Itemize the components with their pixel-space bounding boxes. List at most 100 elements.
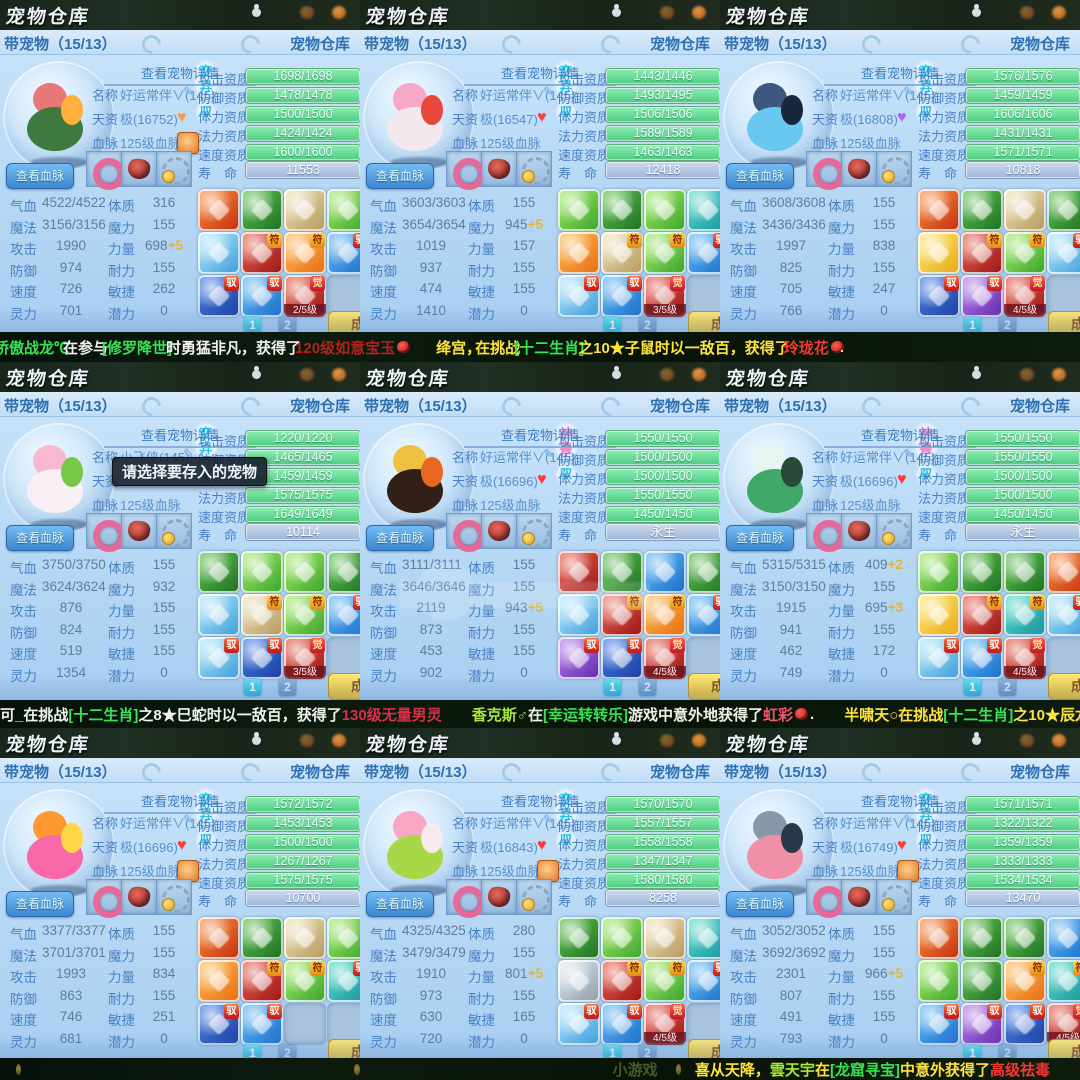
view-bloodline-button[interactable]: 查看血脉 (726, 163, 794, 189)
skill-icon[interactable]: 驭 (241, 637, 283, 679)
store-button[interactable]: 成 (688, 1039, 720, 1058)
skill-icon[interactable] (1004, 917, 1046, 959)
skill-icon[interactable]: 驭 (327, 594, 360, 636)
equipment-slot[interactable] (446, 151, 485, 190)
skill-icon[interactable] (1047, 189, 1080, 231)
page-button-2[interactable]: 2 (999, 317, 1016, 332)
skill-icon[interactable]: 驭 (198, 275, 240, 317)
skill-icon[interactable] (558, 551, 600, 593)
equipment-slot[interactable] (121, 879, 157, 915)
view-pet-details-link[interactable]: 查看宠物详情 (464, 63, 616, 86)
skill-icon[interactable] (918, 594, 960, 636)
page-button-1[interactable]: 1 (604, 1045, 621, 1058)
empty-skill-slot[interactable] (327, 1003, 360, 1045)
store-button[interactable]: 成 (688, 311, 720, 332)
page-button-1[interactable]: 1 (964, 1045, 981, 1058)
skill-icon[interactable] (284, 189, 326, 231)
tab-pet-warehouse[interactable]: 宠物仓库 (289, 36, 350, 53)
view-bloodline-button[interactable]: 查看血脉 (726, 891, 794, 917)
empty-skill-slot[interactable] (687, 275, 720, 317)
skill-icon[interactable]: 驭 (1047, 232, 1080, 274)
skill-icon[interactable] (198, 232, 240, 274)
skill-icon[interactable]: 驭 (1047, 594, 1080, 636)
skill-icon[interactable]: 觉 4/5级 (1004, 637, 1046, 679)
skill-icon[interactable] (601, 917, 643, 959)
skill-icon[interactable]: 驭 (1004, 1003, 1046, 1045)
rename-pencil-icon[interactable]: ✎ (543, 812, 554, 827)
view-pet-details-link[interactable]: 查看宠物详情 (464, 791, 616, 814)
skill-icon[interactable]: 符 (1004, 594, 1046, 636)
page-button-1[interactable]: 1 (244, 317, 261, 332)
store-button[interactable]: 成 (1048, 1039, 1080, 1058)
skill-icon[interactable]: 符 (1004, 960, 1046, 1002)
skill-icon[interactable]: 驭 (558, 1003, 600, 1045)
skill-icon[interactable] (558, 594, 600, 636)
view-pet-details-link[interactable]: 查看宠物详情 (824, 63, 976, 86)
skill-icon[interactable] (558, 232, 600, 274)
view-pet-details-link[interactable]: 查看宠物详情 (104, 791, 256, 814)
equipment-slot[interactable] (806, 879, 845, 918)
skill-icon[interactable]: 驭 (687, 960, 720, 1002)
view-bloodline-button[interactable]: 查看血脉 (366, 163, 434, 189)
skill-icon[interactable] (601, 551, 643, 593)
skill-icon[interactable]: 符 (241, 594, 283, 636)
skill-icon[interactable] (918, 960, 960, 1002)
tab-carried-pets[interactable]: 带宠物（15/13） (724, 764, 837, 781)
tab-pet-warehouse[interactable]: 宠物仓库 (649, 764, 710, 781)
skill-icon[interactable] (558, 960, 600, 1002)
skill-icon[interactable]: 驭 (961, 637, 1003, 679)
equipment-slot[interactable] (156, 513, 192, 549)
equipment-slot[interactable] (481, 513, 517, 549)
tab-carried-pets[interactable]: 带宠物（15/13） (364, 36, 477, 53)
empty-skill-slot[interactable] (1047, 637, 1080, 679)
page-button-2[interactable]: 2 (279, 679, 296, 696)
equipment-slot[interactable] (86, 513, 125, 552)
skill-icon[interactable] (198, 594, 240, 636)
skill-icon[interactable]: 符 (284, 960, 326, 1002)
view-bloodline-button[interactable]: 查看血脉 (366, 891, 434, 917)
skill-icon[interactable]: 符 (644, 594, 686, 636)
page-button-1[interactable]: 1 (604, 317, 621, 332)
equipment-slot[interactable] (156, 879, 192, 915)
page-button-2[interactable]: 2 (999, 1045, 1016, 1058)
skill-icon[interactable] (644, 189, 686, 231)
page-button-2[interactable]: 2 (279, 317, 296, 332)
skill-icon[interactable]: 觉 4/5级 (644, 637, 686, 679)
empty-skill-slot[interactable] (327, 275, 360, 317)
skill-icon[interactable]: 觉 4/5级 (644, 1003, 686, 1045)
skill-icon[interactable] (687, 917, 720, 959)
view-pet-details-link[interactable]: 查看宠物详情 (104, 425, 256, 448)
skill-icon[interactable]: 符 (241, 232, 283, 274)
skill-icon[interactable]: 驭 (687, 594, 720, 636)
tab-carried-pets[interactable]: 带宠物（15/13） (4, 398, 117, 415)
empty-skill-slot[interactable] (1047, 275, 1080, 317)
skill-icon[interactable]: 驭 (198, 637, 240, 679)
skill-icon[interactable] (327, 917, 360, 959)
empty-skill-slot[interactable] (687, 1003, 720, 1045)
tab-pet-warehouse[interactable]: 宠物仓库 (1009, 764, 1070, 781)
view-pet-details-link[interactable]: 查看宠物详情 (104, 63, 256, 86)
skill-icon[interactable] (918, 232, 960, 274)
skill-icon[interactable]: 驭 (687, 232, 720, 274)
page-button-2[interactable]: 2 (639, 1045, 656, 1058)
equipment-slot[interactable] (156, 151, 192, 187)
page-button-2[interactable]: 2 (639, 317, 656, 332)
skill-icon[interactable]: 符 (601, 232, 643, 274)
equipment-slot[interactable] (481, 151, 517, 187)
skill-icon[interactable] (1004, 551, 1046, 593)
store-button[interactable]: 成 (1048, 311, 1080, 332)
equipment-slot[interactable] (806, 151, 845, 190)
empty-skill-slot[interactable] (284, 1003, 326, 1045)
skill-icon[interactable] (241, 189, 283, 231)
view-bloodline-button[interactable]: 查看血脉 (6, 525, 74, 551)
view-bloodline-button[interactable]: 查看血脉 (366, 525, 434, 551)
skill-icon[interactable] (961, 189, 1003, 231)
skill-icon[interactable] (198, 189, 240, 231)
skill-icon[interactable]: 驭 (327, 960, 360, 1002)
equipment-slot[interactable] (446, 513, 485, 552)
skill-icon[interactable] (961, 551, 1003, 593)
view-bloodline-button[interactable]: 查看血脉 (6, 163, 74, 189)
page-button-1[interactable]: 1 (964, 679, 981, 696)
view-pet-details-link[interactable]: 查看宠物详情 (464, 425, 616, 448)
tab-carried-pets[interactable]: 带宠物（15/13） (4, 36, 117, 53)
